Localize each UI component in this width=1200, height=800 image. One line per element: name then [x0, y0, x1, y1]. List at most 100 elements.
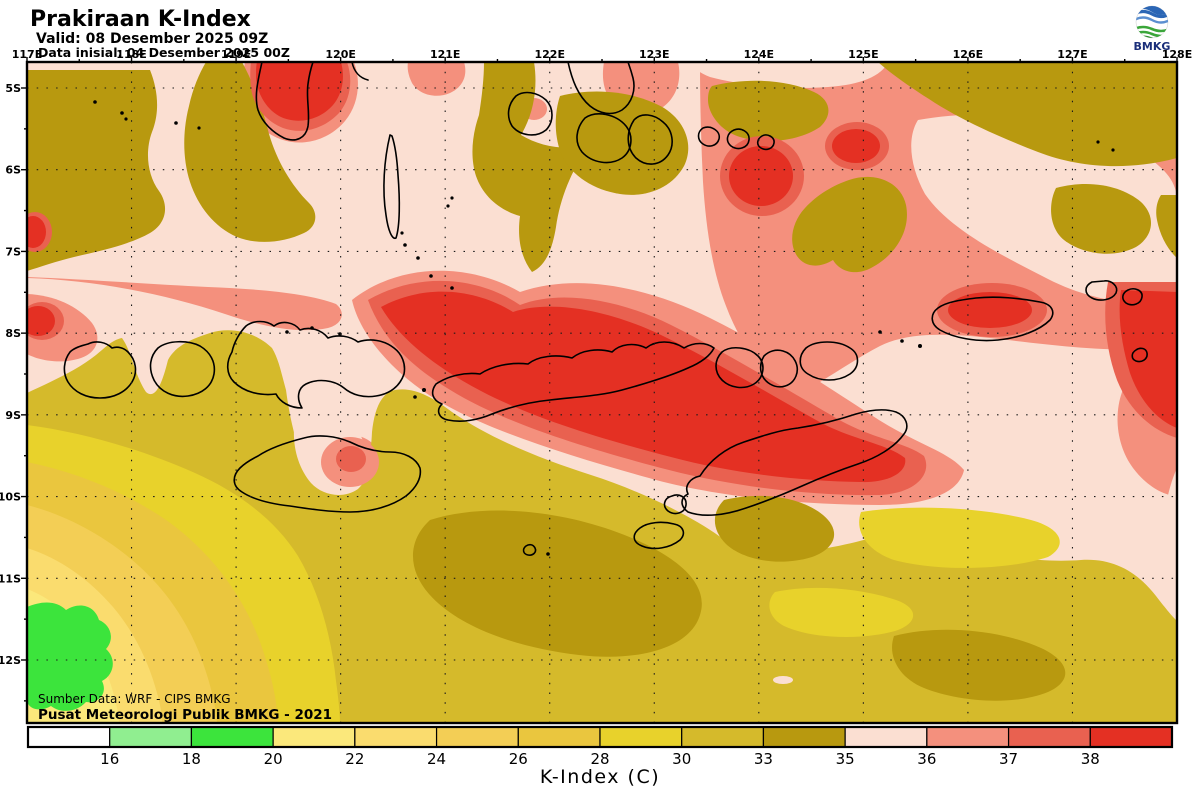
lon-tick-label: 125E: [848, 48, 878, 61]
longitude-axis: 117E 118E 119E 120E 121E 122E 123E 124E 125E 126E…: [12, 48, 1192, 62]
coastline-buton: [627, 114, 673, 165]
colorbar-segment-k20_22: [272, 726, 356, 748]
valid-time-label: Valid: 08 Desember 2025 09Z: [36, 31, 268, 47]
coastline-savu: [522, 543, 537, 556]
coastline-kabaena: [507, 91, 553, 136]
colorbar-segment-k18_20: [190, 726, 274, 748]
coastlines: [63, 62, 1148, 556]
colorbar-segment-k24_26: [435, 726, 519, 748]
coastline-small-island: [1085, 280, 1118, 301]
contour-region: [27, 277, 342, 331]
map-border: [25, 60, 1179, 725]
colorbar-tick-label: 33: [754, 750, 773, 768]
colorbar-tick-label: 36: [917, 750, 936, 768]
contour-region: [336, 446, 366, 472]
colorbar-segment-k36_37: [926, 726, 1010, 748]
contour-region: [27, 70, 166, 271]
colorbar-tick-label: 16: [100, 750, 119, 768]
colorbar-segment-k35_36: [844, 726, 928, 748]
colorbar-tick-label: 24: [427, 750, 446, 768]
colorbar-tick-label: 35: [836, 750, 855, 768]
lon-tick-label: 120E: [325, 48, 355, 61]
colorbar-title: K-Index (C): [540, 766, 660, 788]
contour-region: [256, 62, 343, 121]
source-data-label: Sumber Data: WRF - CIPS BMKG: [38, 692, 231, 706]
colorbar-segment-k37_38: [1007, 726, 1091, 748]
coastline-small-island: [697, 126, 721, 147]
contour-region: [892, 629, 1066, 701]
colorbar: [26, 725, 1174, 749]
lon-tick-label: 119E: [221, 48, 251, 61]
coastline-lembata: [759, 349, 799, 388]
colorbar-segment-k30_33: [681, 726, 765, 748]
lon-tick-label: 128E: [1162, 48, 1192, 61]
coastline-selayar: [383, 134, 401, 240]
colorbar-labels: 16 18 20 22 24 26 28 30 33 35 36 37 38: [100, 750, 1100, 768]
lon-tick-label: 117E: [12, 48, 42, 61]
coastline-sumbawa: [226, 320, 406, 409]
colorbar-tick-label: 38: [1081, 750, 1100, 768]
coastline-small-island: [1131, 347, 1148, 363]
lon-tick-label: 121E: [430, 48, 460, 61]
contour-region: [27, 602, 113, 711]
contour-region: [729, 146, 793, 206]
coastline-sumba: [233, 435, 422, 513]
colorbar-segment-k22_24: [354, 726, 438, 748]
colorbar-tick-label: 18: [182, 750, 201, 768]
coastline-bali: [63, 341, 137, 399]
lat-tick-label: 10S: [0, 491, 21, 504]
contour-region: [1119, 290, 1177, 428]
contour-region: [878, 62, 1177, 167]
contour-region: [1162, 468, 1177, 611]
latitude-axis: 5S 6S 7S 8S 9S 10S 11S 12S: [0, 82, 27, 702]
colorbar-tick-label: 37: [999, 750, 1018, 768]
coastline-small-island: [1122, 288, 1143, 306]
lat-tick-label: 12S: [0, 654, 21, 667]
lon-tick-label: 118E: [116, 48, 146, 61]
lat-tick-label: 7S: [5, 245, 21, 258]
coastline-flores: [431, 341, 715, 422]
contour-region: [948, 292, 1032, 328]
bmkg-logo: BMKG: [1134, 5, 1170, 53]
colorbar-segment-k16_18: [109, 726, 193, 748]
coastline-small-island: [726, 128, 750, 150]
contour-region: [27, 306, 55, 336]
coastline-alor: [799, 341, 859, 381]
lat-tick-label: 11S: [0, 572, 21, 585]
lat-tick-label: 5S: [5, 82, 21, 95]
coastline-muna: [576, 113, 632, 164]
lon-tick-label: 126E: [953, 48, 983, 61]
lon-tick-label: 123E: [639, 48, 669, 61]
contour-region: [708, 80, 829, 142]
contour-region: [714, 495, 835, 562]
coastline-timor: [681, 409, 908, 517]
colorbar-tick-label: 26: [509, 750, 528, 768]
coastline-semau: [663, 494, 687, 515]
contour-region: [769, 587, 914, 638]
colorbar-tick-label: 20: [264, 750, 283, 768]
lat-tick-label: 6S: [5, 164, 21, 177]
lat-tick-label: 9S: [5, 409, 21, 422]
page-title: Prakiraan K-Index: [30, 7, 251, 32]
colorbar-segment-below_16: [27, 726, 111, 748]
contour-region: [407, 62, 466, 96]
contour-region: [412, 510, 702, 657]
contour-field: Sumber Data: WRF - CIPS BMKG Pusat Meteo…: [27, 62, 1177, 723]
coastline-adonara: [715, 347, 764, 389]
coastline-wetar: [931, 296, 1054, 342]
lon-tick-label: 124E: [744, 48, 774, 61]
coastline-sulawesi-southwest: [255, 62, 314, 141]
contour-region: [381, 291, 906, 483]
contour-red-regions: [27, 62, 1177, 483]
coastline-sulawesi-east: [351, 62, 369, 81]
colorbar-segment-k28_30: [599, 726, 683, 748]
colorbar-tick-label: 28: [590, 750, 609, 768]
contour-yellow-regions: [27, 330, 1177, 723]
contour-overlay-regions: [293, 364, 1177, 684]
contour-region: [859, 507, 1060, 568]
contour-region: [773, 676, 793, 684]
contour-region: [27, 216, 46, 248]
publisher-label: Pusat Meteorologi Publik BMKG - 2021: [38, 707, 332, 723]
